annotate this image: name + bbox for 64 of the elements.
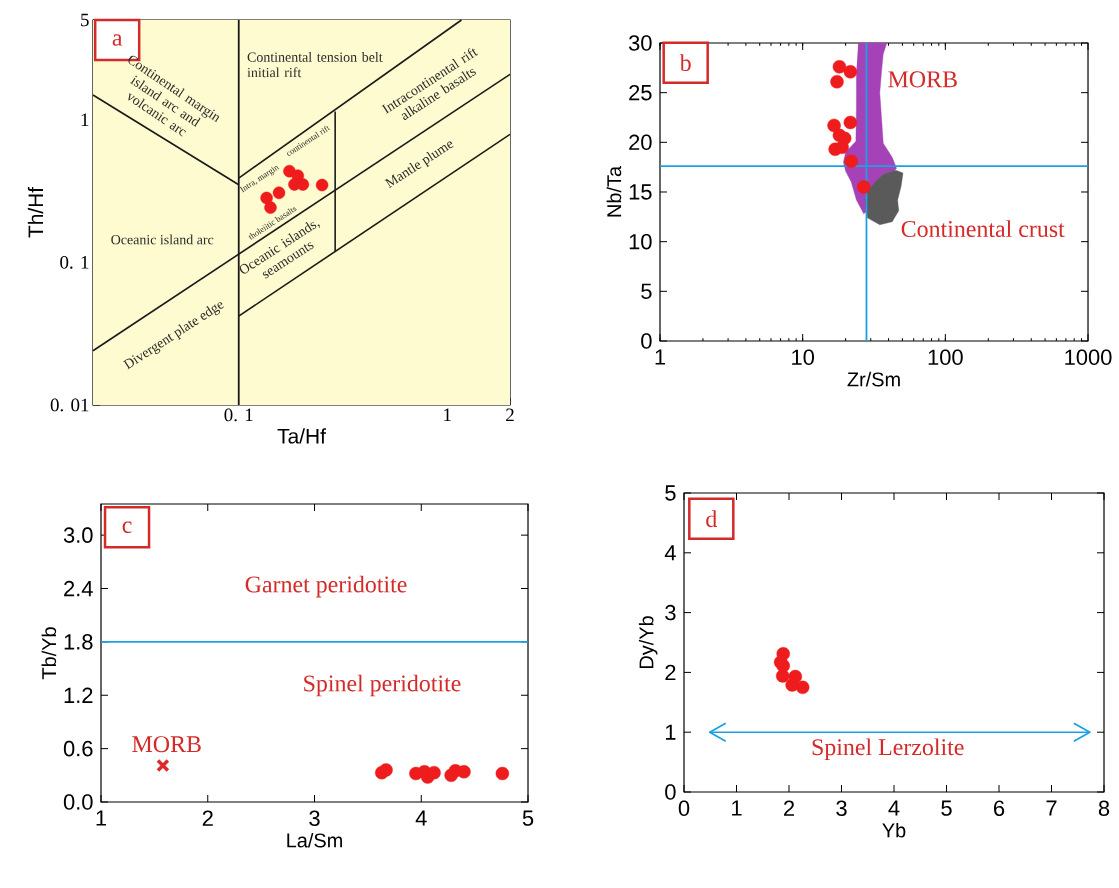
x-tick-label: 1: [732, 800, 742, 816]
y-tick-label: 5: [665, 485, 676, 501]
y-axis-title: Tb/Yb: [41, 627, 57, 680]
y-tick-label: 0.6: [63, 740, 93, 757]
x-tick-label: 5: [941, 800, 952, 816]
x-tick-label: 1: [96, 810, 107, 826]
x-tick-label: 4: [415, 810, 427, 826]
y-tick-label: 5: [641, 283, 652, 299]
series-label: Spinel Lerzolite: [812, 738, 964, 761]
y-tick-label: 2.4: [64, 580, 93, 597]
x-tick-label: 3: [309, 810, 320, 827]
series-label: MORB: [132, 736, 201, 753]
y-tick-label: 0: [665, 784, 676, 800]
x-tick-label: 0: [678, 800, 690, 817]
y-tick-label: 0.0: [63, 794, 93, 810]
series-label: Continental crust: [901, 220, 1065, 238]
annotation: Garnet peridotite: [245, 575, 407, 598]
series-label: MORB: [888, 71, 957, 88]
y-tick-label: 1: [665, 724, 676, 740]
y-tick-label: 1.2: [64, 687, 93, 703]
y-tick-label: 0. 01: [50, 398, 89, 412]
annotation: b: [679, 54, 691, 72]
annotation: Oceanic island arc: [111, 234, 214, 245]
annotation: c: [122, 521, 132, 533]
x-tick-label: 7: [1046, 800, 1057, 816]
y-tick-label: 4: [664, 545, 676, 561]
x-tick-label: 2: [202, 810, 213, 826]
y-tick-label: 1: [81, 113, 89, 126]
annotation: Continental tension belt initial rift: [247, 51, 383, 78]
annotation: Spinel peridotite: [304, 674, 461, 697]
y-tick-label: 1.8: [64, 634, 93, 650]
x-tick-label: 10: [792, 349, 814, 366]
x-tick-label: 1: [655, 349, 666, 365]
y-tick-label: 20: [629, 134, 652, 151]
x-axis-title: Yb: [882, 822, 906, 838]
x-tick-label: 6: [994, 800, 1005, 817]
y-tick-label: 0. 1: [60, 255, 89, 269]
y-tick-label: 30: [628, 35, 652, 51]
x-axis-title: Ta/Hf: [277, 428, 326, 444]
x-tick-label: 3: [836, 800, 847, 817]
annotation: d: [706, 510, 717, 528]
x-tick-label: 100: [928, 349, 963, 366]
x-tick-label: 1000: [1065, 349, 1112, 366]
y-tick-label: 2: [665, 664, 676, 681]
y-axis-title: Dy/Yb: [638, 616, 658, 668]
x-tick-label: 4: [888, 800, 900, 816]
y-tick-label: 3: [665, 604, 676, 621]
x-axis-title: La/Sm: [287, 832, 342, 848]
y-tick-label: 25: [629, 84, 652, 101]
x-tick-label: 5: [522, 810, 534, 826]
y-axis-title: Nb/Ta: [606, 165, 622, 217]
x-tick-label: 8: [1098, 800, 1110, 817]
y-tick-label: 0: [641, 333, 652, 349]
x-tick-label: 1: [444, 408, 451, 422]
y-tick-label: 10: [629, 233, 652, 250]
y-tick-label: 5: [81, 13, 89, 27]
x-tick-label: 2: [784, 800, 795, 816]
annotation: a: [112, 34, 123, 46]
x-axis-title: Zr/Sm: [847, 371, 900, 387]
y-tick-label: 3.0: [63, 527, 93, 543]
x-tick-label: 0. 1: [224, 408, 253, 422]
y-tick-label: 15: [629, 184, 652, 200]
y-axis-title: Th/Hf: [27, 186, 44, 238]
x-tick-label: 2: [506, 408, 514, 422]
